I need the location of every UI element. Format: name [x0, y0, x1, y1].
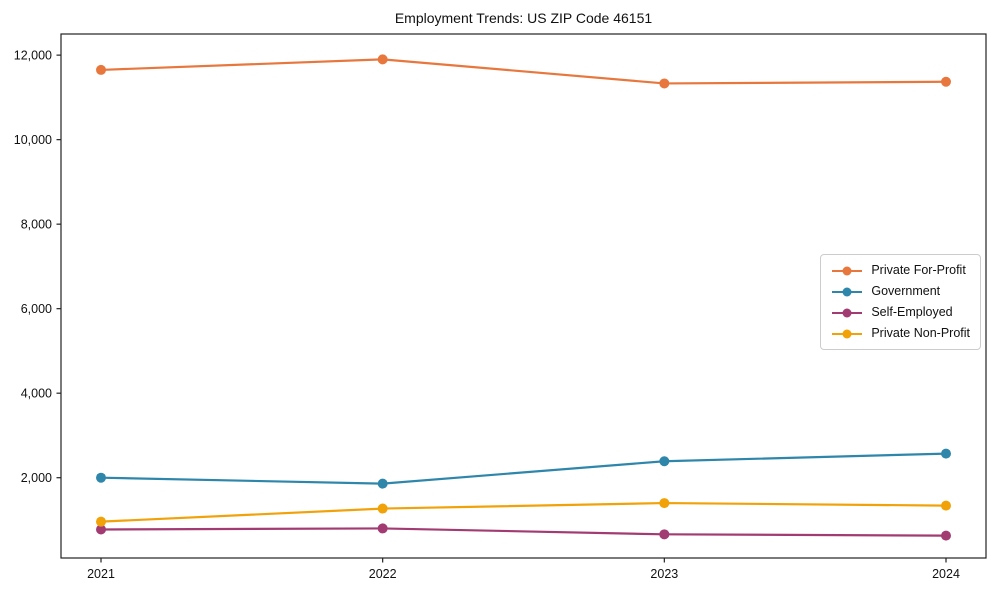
- y-tick-label: 12,000: [14, 49, 52, 63]
- data-point-private-non-profit: [941, 500, 951, 511]
- series-line-government: [99, 452, 948, 485]
- data-point-government: [659, 456, 670, 467]
- legend-marker-private-non-profit: [832, 329, 863, 338]
- data-point-private-for-profit: [96, 64, 106, 75]
- data-point-private-for-profit: [941, 76, 951, 87]
- legend-label-self-employed: Self-Employed: [871, 305, 953, 319]
- y-tick-label: 8,000: [21, 218, 52, 232]
- x-tick-label: 2022: [369, 567, 397, 581]
- legend-item-government: Government: [831, 284, 970, 299]
- series-line-private-for-profit: [99, 58, 948, 85]
- legend-label-private-for-profit: Private For-Profit: [871, 263, 966, 277]
- data-point-self-employed: [96, 524, 106, 535]
- data-point-private-for-profit: [377, 54, 388, 65]
- data-point-government: [377, 478, 388, 489]
- legend-label-private-non-profit: Private Non-Profit: [871, 326, 970, 340]
- legend-item-private-non-profit: Private Non-Profit: [831, 326, 970, 341]
- series-line-self-employed: [99, 527, 948, 537]
- data-point-self-employed: [659, 529, 670, 540]
- y-tick-label: 10,000: [14, 133, 52, 147]
- data-point-private-non-profit: [659, 498, 670, 509]
- data-point-private-for-profit: [659, 78, 670, 89]
- data-point-private-non-profit: [96, 516, 106, 527]
- legend-marker-self-employed: [832, 308, 863, 317]
- legend-marker-private-for-profit: [832, 266, 863, 275]
- axes-spines: [60, 33, 987, 559]
- y-tick-label: 2,000: [21, 471, 52, 485]
- data-point-self-employed: [941, 530, 951, 541]
- legend-item-private-for-profit: Private For-Profit: [831, 263, 970, 278]
- data-point-government: [941, 448, 951, 459]
- chart-title: Employment Trends: US ZIP Code 46151: [394, 10, 653, 26]
- data-point-private-non-profit: [377, 503, 388, 514]
- x-tick-label: 2021: [87, 567, 115, 581]
- legend-item-self-employed: Self-Employed: [831, 305, 970, 320]
- y-tick-label: 4,000: [21, 387, 52, 401]
- y-tick-label: 6,000: [21, 302, 52, 316]
- legend-marker-government: [832, 287, 863, 296]
- legend: Private For-Profit Government Self-Employe…: [820, 254, 981, 350]
- legend-label-government: Government: [871, 284, 941, 298]
- data-point-self-employed: [377, 523, 388, 534]
- x-tick-label: 2023: [650, 567, 678, 581]
- x-tick-label: 2024: [932, 567, 960, 581]
- data-point-government: [96, 472, 106, 483]
- series-line-private-non-profit: [99, 501, 948, 523]
